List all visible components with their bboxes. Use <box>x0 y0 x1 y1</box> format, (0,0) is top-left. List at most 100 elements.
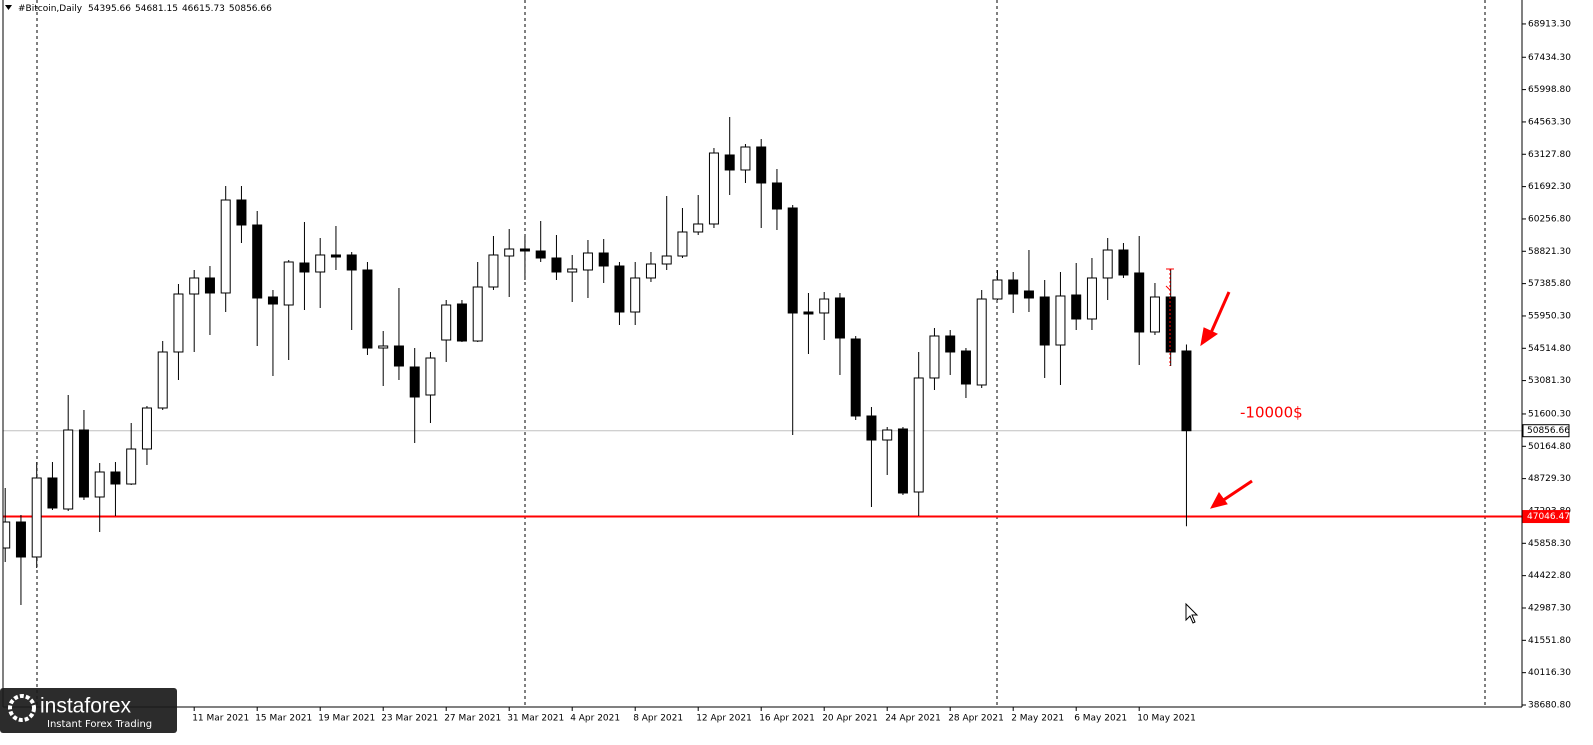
candle-body <box>173 293 184 353</box>
candle-body <box>519 248 530 252</box>
candle-body <box>409 366 420 398</box>
y-tick-label: 57385.80 <box>1528 279 1571 289</box>
y-tick-label: 48729.30 <box>1528 474 1571 484</box>
plot-area <box>3 117 1522 605</box>
chart-header: #Bitcoin,Daily 54395.66 54681.15 46615.73 50… <box>18 4 272 14</box>
price-label: 47046.47 <box>1527 512 1570 522</box>
candle-body <box>1134 272 1145 333</box>
candle-body <box>1039 296 1050 346</box>
y-tick-label: 40116.30 <box>1528 668 1571 678</box>
chart-title: #Bitcoin,Daily <box>18 4 83 14</box>
y-tick-label: 50164.80 <box>1528 442 1571 452</box>
y-tick-label: 54514.80 <box>1528 344 1571 354</box>
candle-body <box>378 345 389 349</box>
x-tick-label: 19 Mar 2021 <box>318 714 375 724</box>
x-tick-label: 27 Mar 2021 <box>444 714 501 724</box>
candle-body <box>819 298 830 314</box>
candle-body <box>693 223 704 233</box>
candle-body <box>787 207 798 314</box>
candle-body <box>110 471 121 485</box>
x-tick-label: 2 May 2021 <box>1011 714 1064 724</box>
y-tick-label: 55950.30 <box>1528 311 1571 321</box>
candle-body <box>299 262 310 273</box>
x-tick-label: 12 Apr 2021 <box>696 714 752 724</box>
y-tick-label: 41551.80 <box>1528 636 1571 646</box>
x-tick-label: 15 Mar 2021 <box>255 714 312 724</box>
candle-body <box>740 146 751 171</box>
candle-body <box>645 263 656 279</box>
y-tick-label: 65998.80 <box>1528 85 1571 95</box>
header-low: 46615.73 <box>182 4 225 14</box>
menu-triangle <box>5 5 12 10</box>
x-tick-label: 6 May 2021 <box>1074 714 1127 724</box>
candle-body <box>236 199 247 226</box>
candle-body <box>441 304 452 341</box>
price-label-box <box>1522 424 1570 438</box>
annotation: -10000$ <box>1240 404 1303 422</box>
candle-body <box>315 254 326 273</box>
candle-body <box>1023 290 1034 299</box>
candle-body <box>220 199 231 294</box>
candle-body <box>3 521 11 549</box>
arrows <box>1200 291 1253 509</box>
candle-body <box>614 265 625 313</box>
candle-body <box>677 231 688 257</box>
candle-body <box>1181 350 1192 432</box>
candle-body <box>472 286 483 342</box>
candle-body <box>976 298 987 386</box>
candle-body <box>913 377 924 493</box>
header-open: 54395.66 <box>88 4 131 14</box>
candle-body <box>94 471 105 498</box>
candle-body <box>708 152 719 225</box>
y-tick-label: 44422.80 <box>1528 571 1571 581</box>
y-tick-label: 45858.30 <box>1528 539 1571 549</box>
candle-body <box>598 252 609 267</box>
candle-body <box>126 448 137 485</box>
x-tick-label: 8 Apr 2021 <box>633 714 683 724</box>
x-tick-label: 10 May 2021 <box>1137 714 1196 724</box>
candle-body <box>393 345 404 367</box>
candle-body <box>425 357 436 396</box>
axes: 68913.30 67434.30 65998.80 64563.30 63127.80… <box>192 19 1571 723</box>
candle-body <box>1149 296 1160 333</box>
y-tick-label: 61692.30 <box>1528 182 1571 192</box>
candle-body <box>724 154 735 171</box>
candle-body <box>31 477 42 558</box>
x-tick-label: 16 Apr 2021 <box>759 714 815 724</box>
cursor <box>1185 602 1199 624</box>
candle-body <box>582 252 593 271</box>
candle-body <box>204 277 215 294</box>
candle-body <box>141 407 152 450</box>
header-high: 54681.15 <box>135 4 178 14</box>
candle-body <box>803 311 814 315</box>
candle-body <box>1008 279 1019 295</box>
candle-body <box>834 297 845 339</box>
candle-body <box>1118 249 1129 276</box>
x-tick-label: 31 Mar 2021 <box>507 714 564 724</box>
price-label-box <box>1522 510 1570 524</box>
marker-tool <box>1165 268 1174 366</box>
logo-tagline: Instant Forex Trading <box>47 719 152 730</box>
candle-body <box>551 257 562 273</box>
candle-body <box>15 521 26 558</box>
candle-body <box>47 477 58 509</box>
x-tick-label: 4 Apr 2021 <box>570 714 620 724</box>
candle-body <box>252 224 263 299</box>
candle-body <box>756 146 767 184</box>
candle-body <box>535 250 546 259</box>
candle-body <box>157 351 168 409</box>
period-separators <box>36 0 1486 707</box>
y-tick-label: 58821.30 <box>1528 247 1571 257</box>
candle-body <box>567 268 578 273</box>
candle-body <box>488 254 499 288</box>
candle-body <box>456 303 467 342</box>
y-tick-label: 51600.30 <box>1528 409 1571 419</box>
candle-body <box>1071 294 1082 320</box>
header-close: 50856.66 <box>229 4 272 14</box>
logo-name: instaforex <box>40 695 132 718</box>
y-tick-label: 67434.30 <box>1528 53 1571 63</box>
x-tick-label: 20 Apr 2021 <box>822 714 878 724</box>
y-tick-label: 53081.30 <box>1528 376 1571 386</box>
candle-body <box>866 415 877 441</box>
